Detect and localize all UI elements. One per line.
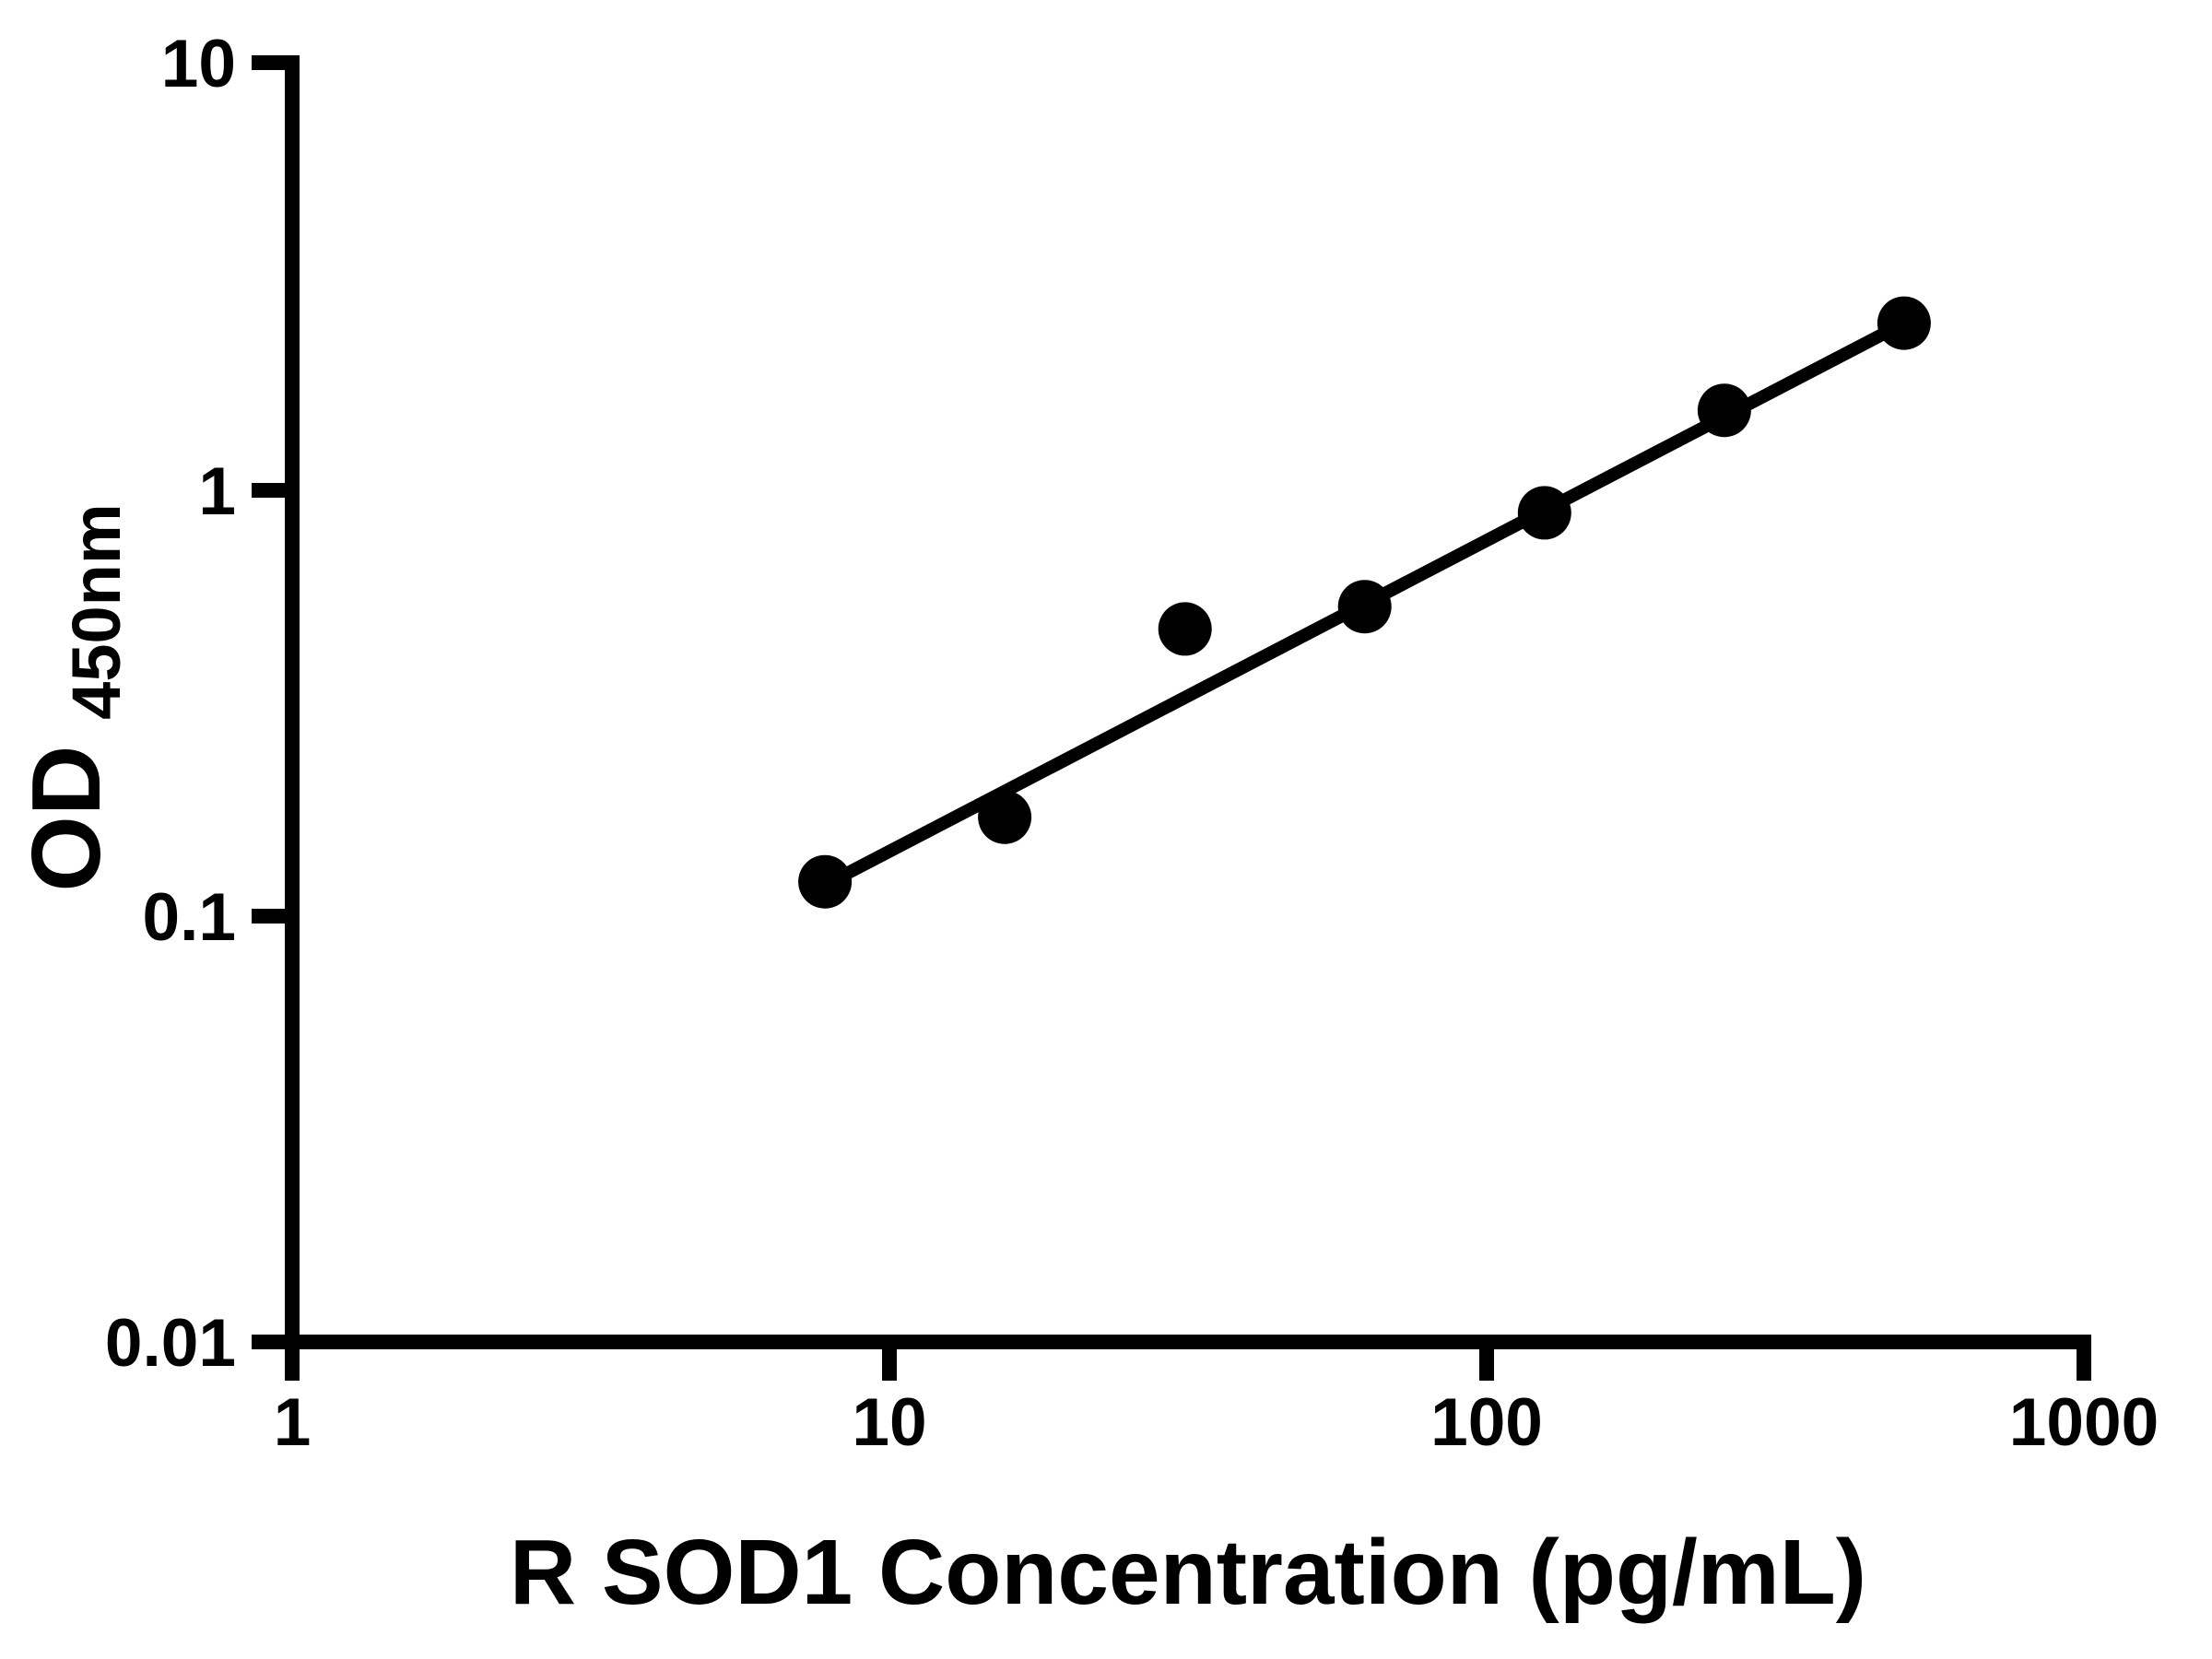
data-point bbox=[1337, 580, 1392, 634]
x-tick-label-1: 1 bbox=[274, 1385, 312, 1460]
data-point bbox=[1877, 296, 1931, 350]
y-tick-label-0_1: 0.1 bbox=[143, 880, 236, 955]
y-tick-label-0_01: 0.01 bbox=[105, 1306, 236, 1381]
data-point bbox=[1158, 602, 1212, 656]
x-axis-tick-marks bbox=[882, 1342, 1494, 1381]
data-point bbox=[798, 854, 853, 909]
x-tick-label-1000: 1000 bbox=[2009, 1385, 2159, 1460]
y-axis-title-subscript: 450nm bbox=[58, 503, 135, 719]
x-axis-title: R SOD1 Concentration (pg/mL) bbox=[510, 1521, 1866, 1624]
y-axis-title-main: OD bbox=[12, 746, 121, 892]
data-point bbox=[1517, 486, 1571, 540]
x-tick-label-10: 10 bbox=[852, 1385, 926, 1460]
data-point bbox=[1697, 383, 1751, 438]
y-tick-label-1: 1 bbox=[198, 454, 236, 529]
data-points-group bbox=[798, 296, 1931, 909]
y-axis-tick-marks bbox=[252, 483, 292, 1349]
x-tick-label-100: 100 bbox=[1430, 1385, 1543, 1460]
y-axis-title: OD 450nm bbox=[12, 503, 135, 891]
data-point bbox=[978, 790, 1032, 844]
x-axis-line bbox=[292, 1335, 2091, 1381]
y-tick-label-10: 10 bbox=[161, 27, 236, 101]
y-axis-line bbox=[252, 55, 300, 1381]
